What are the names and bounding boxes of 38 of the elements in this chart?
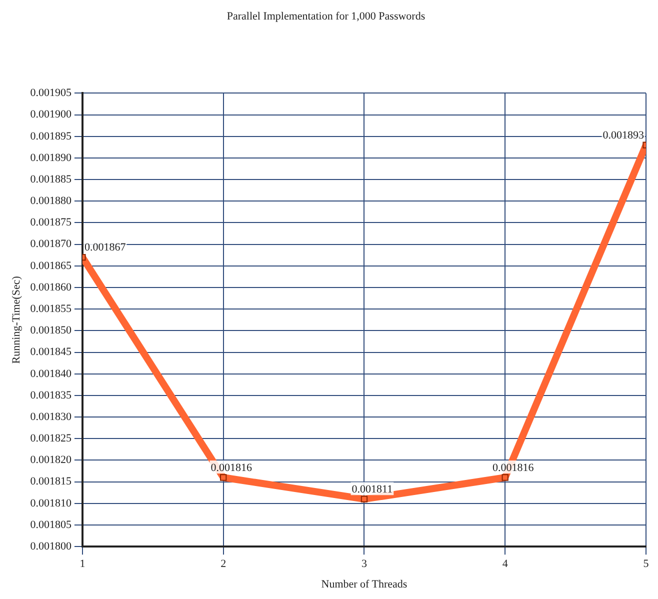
y-tick-label: 0.001890: [30, 152, 72, 164]
y-tick-label: 0.001835: [30, 389, 72, 402]
y-tick-label: 0.001815: [30, 476, 72, 488]
y-tick-label: 0.001820: [30, 454, 72, 466]
y-tick-label: 0.001855: [30, 302, 72, 315]
y-tick-label: 0.001805: [30, 518, 72, 531]
data-label: 0.001867: [84, 242, 126, 254]
y-tick-label: 0.001830: [30, 410, 72, 423]
data-label: 0.001816: [210, 462, 252, 474]
x-tick-label: 2: [220, 558, 226, 570]
y-tick-label: 0.001885: [30, 173, 72, 186]
x-tick-label: 1: [80, 558, 86, 570]
y-tick-label: 0.001860: [30, 281, 72, 294]
x-tick-label: 4: [502, 558, 508, 570]
y-tick-label: 0.001840: [30, 368, 72, 380]
y-tick-label: 0.001880: [30, 195, 72, 208]
y-tick-label: 0.001895: [30, 130, 72, 142]
y-tick-label: 0.001825: [30, 432, 72, 445]
x-tick-label: 3: [361, 558, 368, 570]
y-tick-label: 0.001870: [30, 238, 72, 250]
y-tick-label: 0.001850: [30, 324, 72, 337]
data-label: 0.001811: [352, 483, 393, 496]
y-axis-title: Running-Time(Sec): [10, 276, 22, 364]
x-tick-label: 5: [643, 558, 650, 570]
y-tick-label: 0.001810: [30, 497, 72, 510]
data-label: 0.001816: [492, 462, 534, 474]
y-tick-label: 0.001875: [30, 216, 72, 229]
y-tick-label: 0.001905: [30, 87, 72, 100]
chart-title: Parallel Implementation for 1,000 Passwords: [226, 10, 426, 22]
y-tick-label: 0.001845: [30, 346, 72, 358]
point: [360, 496, 368, 502]
y-tick-label: 0.001900: [30, 108, 72, 121]
data-label: 0.001893: [602, 129, 644, 142]
point: [502, 474, 508, 481]
y-tick-label: 0.001865: [30, 260, 72, 272]
x-axis-title: Number of Threads: [321, 578, 408, 590]
y-tick-label: 0.001800: [30, 540, 72, 552]
point: [220, 474, 227, 481]
